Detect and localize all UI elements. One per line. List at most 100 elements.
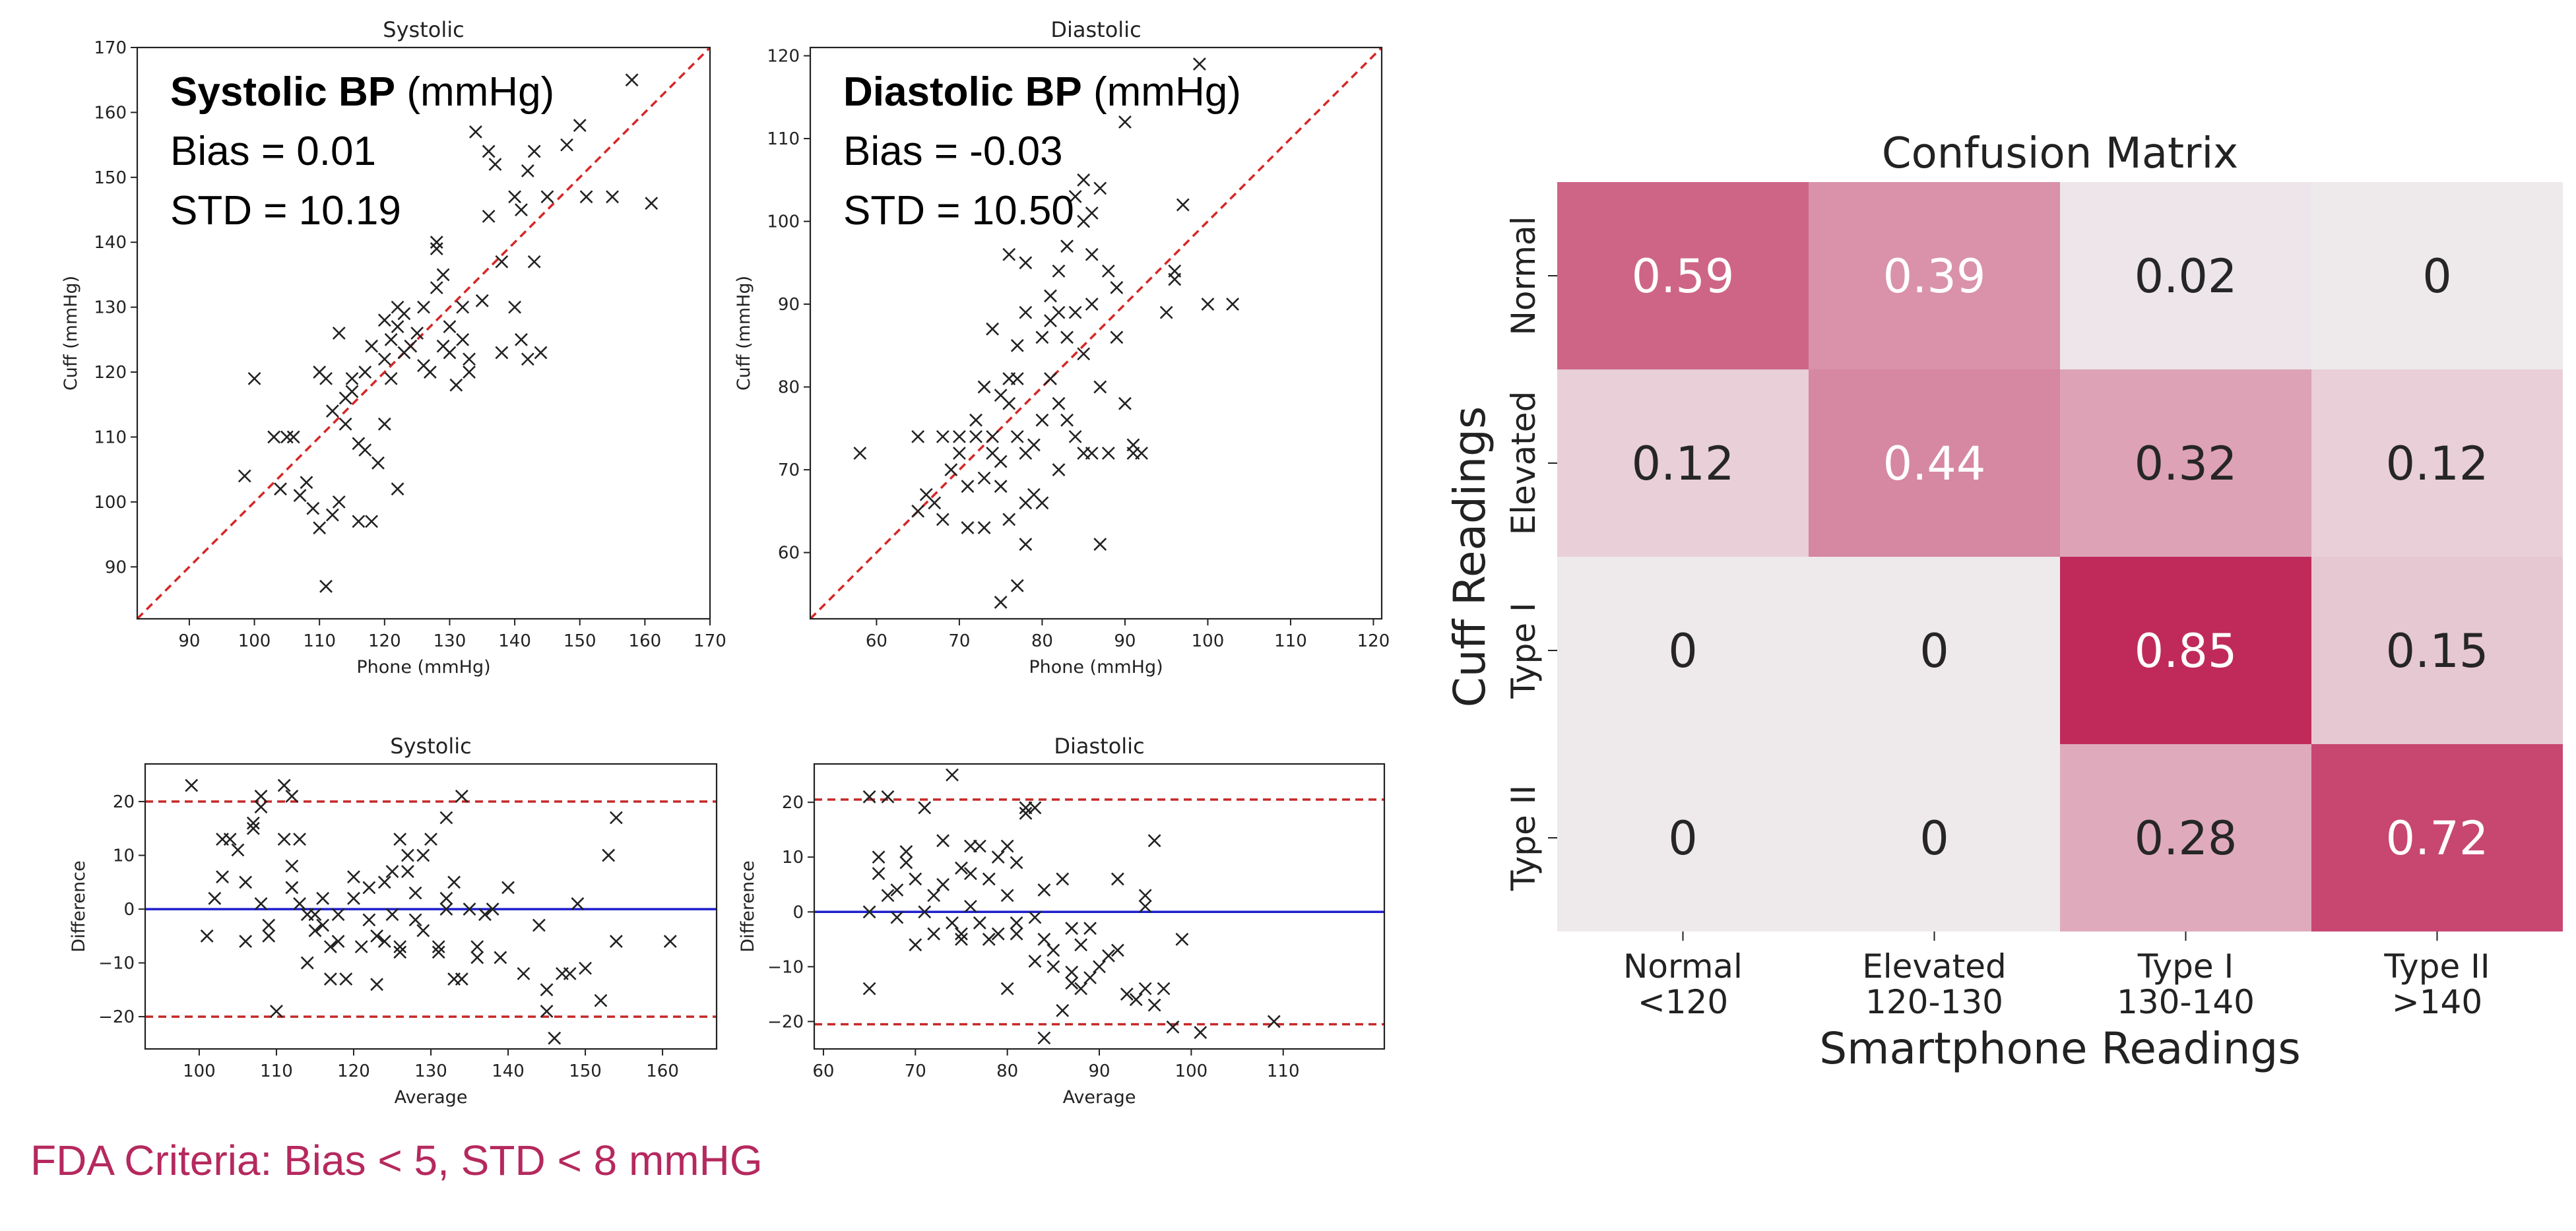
diastolic-scatter-point bbox=[986, 429, 1000, 443]
diastolic-bland-altman-point bbox=[946, 916, 959, 930]
diastolic-scatter-point bbox=[1035, 413, 1049, 427]
diastolic-scatter-point bbox=[1085, 206, 1099, 220]
diastolic-bland-altman-point bbox=[872, 867, 886, 881]
systolic-scatter-point bbox=[391, 482, 404, 496]
systolic-bland-altman-point bbox=[439, 811, 453, 825]
systolic-scatter-point bbox=[645, 197, 659, 210]
diastolic-scatter-point bbox=[969, 413, 982, 427]
systolic-scatter-ytick-label: 140 bbox=[94, 233, 127, 253]
systolic-scatter-point bbox=[475, 294, 489, 307]
diastolic-bland-altman-point bbox=[982, 932, 996, 946]
diastolic-bland-altman-point bbox=[927, 889, 941, 902]
confusion-matrix-cell bbox=[2311, 182, 2563, 369]
confusion-matrix-cell bbox=[2060, 182, 2311, 369]
diastolic-bland-altman-point bbox=[890, 910, 904, 924]
diastolic-scatter-ytick-label: 60 bbox=[778, 544, 800, 563]
systolic-bland-altman-point bbox=[571, 897, 585, 910]
confusion-matrix-ytick-label: Type II bbox=[1504, 785, 1543, 891]
confusion-matrix-value: 0 bbox=[1668, 811, 1698, 866]
diastolic-bland-altman-xtick-label: 90 bbox=[1088, 1061, 1110, 1081]
systolic-bland-altman-point bbox=[377, 935, 391, 948]
systolic-scatter-ytick-label: 90 bbox=[105, 557, 127, 577]
diastolic-scatter-lines bbox=[810, 47, 1382, 619]
systolic-bland-altman-xtick-label: 140 bbox=[492, 1061, 525, 1081]
systolic-bland-altman-point bbox=[486, 902, 499, 916]
diastolic-bland-altman-point bbox=[1019, 801, 1033, 815]
diastolic-scatter-point bbox=[1052, 396, 1066, 410]
diastolic-bland-altman-ytick-label: 0 bbox=[792, 902, 804, 922]
diastolic-scatter-frame bbox=[809, 46, 1383, 620]
systolic-scatter-annotation-line: Bias = 0.01 bbox=[170, 129, 376, 174]
confusion-matrix-panel: Confusion Matrix 0.59 0.39 0.02 0 0.12 0.44 0.3… bbox=[1444, 129, 2563, 1074]
diastolic-bland-altman-point bbox=[862, 790, 876, 804]
systolic-bland-altman-point bbox=[262, 918, 276, 932]
systolic-scatter-point bbox=[456, 332, 470, 346]
systolic-scatter-point bbox=[423, 365, 437, 379]
systolic-scatter-point bbox=[443, 320, 457, 334]
diastolic-bland-altman-lines bbox=[814, 798, 1384, 1026]
systolic-scatter-point bbox=[238, 469, 251, 483]
confusion-matrix-value: 0.12 bbox=[2386, 437, 2489, 491]
systolic-bland-altman-point bbox=[478, 908, 492, 922]
systolic-bland-altman-xtick-label: 160 bbox=[646, 1061, 679, 1081]
diastolic-bland-altman-point bbox=[1010, 927, 1023, 941]
diastolic-bland-altman-point bbox=[1056, 872, 1070, 886]
confusion-matrix-xtick-label: Elevated bbox=[1862, 947, 2007, 986]
diastolic-scatter-point bbox=[1002, 396, 1016, 410]
systolic-bland-altman-point bbox=[223, 833, 237, 846]
diastolic-bland-altman-point bbox=[881, 889, 895, 902]
diastolic-scatter-xtick-label: 110 bbox=[1274, 631, 1307, 651]
diastolic-scatter-point bbox=[1110, 331, 1124, 344]
systolic-bland-altman-point bbox=[385, 865, 399, 878]
systolic-scatter-point bbox=[267, 430, 281, 444]
systolic-scatter-xlabel: Phone (mmHg) bbox=[356, 657, 490, 678]
systolic-scatter-annotation-heading: Systolic BP (mmHg) bbox=[170, 69, 554, 115]
systolic-bland-altman-point bbox=[602, 848, 616, 862]
systolic-scatter-point bbox=[463, 352, 476, 366]
diastolic-bland-altman-ytick-label: 10 bbox=[782, 848, 804, 868]
diastolic-bland-altman-xlabel: Average bbox=[1063, 1087, 1136, 1108]
diastolic-bland-altman-point bbox=[881, 790, 895, 804]
diastolic-scatter-point bbox=[1002, 513, 1016, 526]
diastolic-bland-altman-point bbox=[1129, 993, 1143, 1007]
systolic-bland-altman-point bbox=[300, 956, 314, 970]
confusion-matrix-xtick-label: Normal bbox=[1623, 947, 1743, 986]
diastolic-scatter-identity-line bbox=[810, 47, 1382, 619]
diastolic-scatter-point bbox=[1135, 447, 1148, 460]
diastolic-bland-altman-point bbox=[1065, 922, 1079, 935]
diastolic-scatter-ytick-label: 100 bbox=[767, 212, 800, 232]
systolic-bland-altman-point bbox=[293, 897, 306, 910]
diastolic-bland-altman-point bbox=[1166, 1020, 1180, 1034]
diastolic-scatter-ytick-label: 80 bbox=[778, 378, 800, 398]
systolic-bland-altman-point bbox=[323, 972, 337, 986]
diastolic-bland-altman-point bbox=[1037, 883, 1051, 897]
systolic-bland-altman-point bbox=[455, 972, 468, 986]
diastolic-bland-altman-point bbox=[1267, 1015, 1281, 1028]
diastolic-bland-altman-point bbox=[936, 834, 950, 848]
systolic-scatter-xtick-label: 110 bbox=[303, 631, 336, 651]
systolic-bland-altman-point bbox=[447, 875, 461, 889]
diastolic-bland-altman-point bbox=[963, 839, 977, 853]
confusion-matrix-xtick-label: Type II bbox=[2383, 947, 2490, 986]
systolic-bland-altman-point bbox=[239, 935, 253, 948]
diastolic-bland-altman-point bbox=[955, 927, 968, 941]
diastolic-bland-altman-xtick-label: 60 bbox=[812, 1061, 834, 1081]
confusion-matrix-value: 0.85 bbox=[2135, 624, 2238, 678]
diastolic-bland-altman-point bbox=[1046, 943, 1060, 957]
confusion-matrix-value: 0.59 bbox=[1632, 249, 1735, 303]
systolic-scatter-point bbox=[436, 268, 450, 282]
diastolic-bland-altman-point bbox=[1028, 955, 1042, 968]
systolic-bland-altman-point bbox=[308, 924, 322, 937]
systolic-scatter-xtick-label: 100 bbox=[238, 631, 271, 651]
confusion-matrix-cell bbox=[2060, 744, 2311, 931]
diastolic-scatter-annotation-line: Bias = -0.03 bbox=[843, 129, 1063, 174]
diastolic-scatter-point bbox=[1118, 396, 1132, 410]
diastolic-bland-altman-point bbox=[963, 867, 977, 881]
diastolic-scatter-point bbox=[1226, 298, 1240, 311]
diastolic-scatter-point bbox=[1019, 305, 1033, 319]
systolic-bland-altman-point bbox=[231, 843, 245, 857]
systolic-scatter-point bbox=[325, 404, 339, 418]
systolic-scatter-frame bbox=[136, 46, 711, 620]
systolic-scatter-point bbox=[391, 320, 404, 334]
diastolic-bland-altman-point bbox=[1175, 932, 1189, 946]
